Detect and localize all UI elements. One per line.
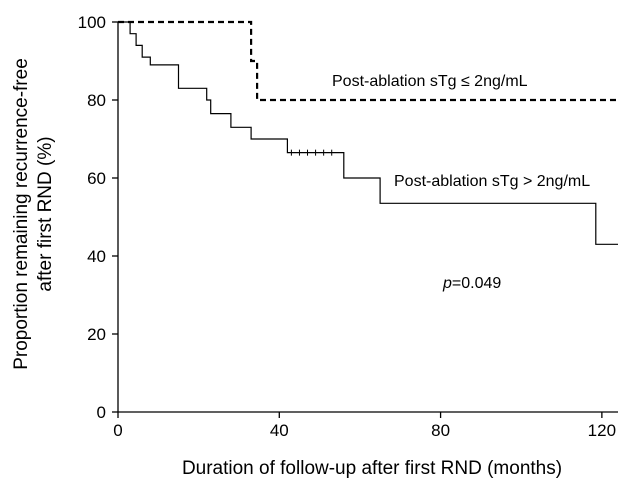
- y-tick-label: 80: [87, 91, 106, 110]
- y-tick-label: 60: [87, 169, 106, 188]
- y-axis-title-line1: Proportion remaining recurrence-free: [11, 58, 32, 370]
- series2-label: Post-ablation sTg > 2ng/mL: [394, 173, 590, 190]
- x-tick-label: 80: [431, 421, 450, 440]
- p-symbol: p: [442, 275, 452, 292]
- series-2-line: [118, 21, 618, 245]
- series-1-line: [118, 20, 618, 102]
- y-tick-label: 40: [87, 247, 106, 266]
- y-tick-label: 0: [97, 403, 106, 422]
- series: [118, 20, 618, 245]
- x-tick-label: 0: [113, 421, 122, 440]
- x-tick-label: 40: [270, 421, 289, 440]
- y-tick-label: 20: [87, 325, 106, 344]
- axes: [117, 22, 618, 413]
- x-tick-label: 120: [588, 421, 616, 440]
- x-axis-title: Duration of follow-up after first RND (m…: [182, 458, 562, 479]
- series1-label: Post-ablation sTg ≤ 2ng/mL: [332, 73, 528, 90]
- ticks: 0 40 80 120 0 20 40 60 80 100: [78, 13, 616, 440]
- y-axis-title-line2: after first RND (%): [35, 136, 56, 291]
- p-value: p=0.049: [442, 275, 501, 292]
- p-value-text: =0.049: [452, 275, 501, 292]
- y-tick-label: 100: [78, 13, 106, 32]
